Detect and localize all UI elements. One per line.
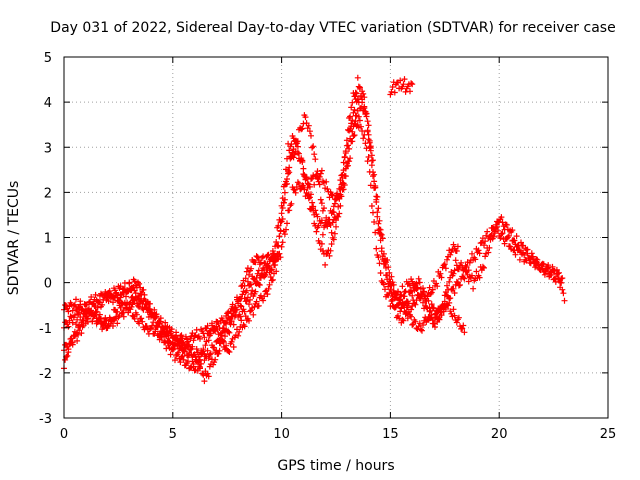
grid-lines — [64, 57, 608, 418]
x-tick-label: 0 — [60, 427, 68, 442]
y-tick-label: 2 — [44, 186, 52, 201]
axis-ticks: 0 5 10 15 20 25 -3 -2 -1 0 1 2 3 4 5 — [39, 51, 616, 442]
y-tick-label: -3 — [39, 412, 52, 427]
series-track-3 — [61, 84, 461, 348]
x-tick-label: 20 — [491, 427, 508, 442]
y-tick-label: 3 — [44, 141, 52, 156]
x-axis-label: GPS time / hours — [277, 458, 394, 474]
x-tick-label: 10 — [273, 427, 290, 442]
y-tick-label: -1 — [39, 322, 52, 337]
y-tick-label: 5 — [44, 51, 52, 66]
series-track-2 — [61, 99, 468, 364]
y-tick-label: 1 — [44, 232, 52, 247]
y-axis-label: SDTVAR / TECUs — [6, 181, 22, 296]
chart-title: Day 031 of 2022, Sidereal Day-to-day VTE… — [50, 20, 615, 36]
data-points-track-5 — [387, 76, 416, 98]
series-track-5 — [387, 76, 416, 98]
x-tick-label: 15 — [382, 427, 399, 442]
data-points-track-3 — [61, 84, 461, 348]
data-series — [61, 74, 568, 385]
y-tick-label: 4 — [44, 96, 52, 111]
y-tick-label: -2 — [39, 367, 52, 382]
x-tick-label: 5 — [169, 427, 177, 442]
data-points-track-2 — [61, 99, 468, 364]
x-tick-label: 25 — [600, 427, 617, 442]
y-tick-label: 0 — [44, 277, 52, 292]
